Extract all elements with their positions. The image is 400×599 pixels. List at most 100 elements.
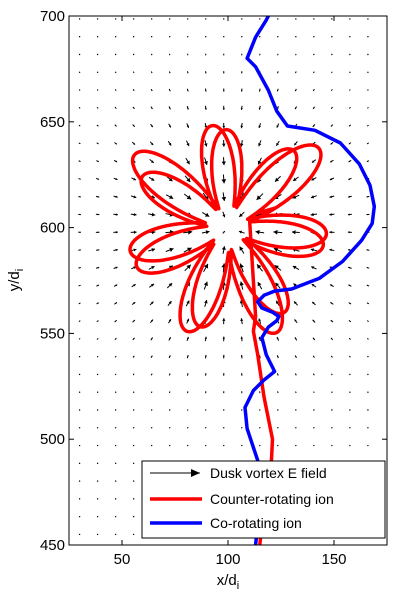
field-arrow [223,71,225,74]
field-arrow [366,124,369,127]
field-arrow [96,320,99,323]
legend-arrow-head [191,469,200,477]
field-arrow [330,319,334,323]
field-arrow [114,18,117,20]
field-arrow [239,281,244,290]
field-arrow [148,265,155,270]
legend-label-counter-rotating: Counter-rotating ion [210,491,334,507]
field-arrow [223,373,225,376]
field-arrow [295,53,297,56]
y-tick-label: 450 [40,537,65,554]
field-arrow [114,391,117,393]
field-arrow [96,409,99,411]
field-arrow [241,409,243,411]
field-arrow [313,409,315,411]
field-arrow [259,444,261,447]
field-arrow [150,337,154,341]
x-tick-label: 150 [321,551,346,568]
field-arrow [132,427,135,429]
field-arrow [113,284,118,287]
field-arrow [131,141,136,145]
field-arrow [132,515,135,518]
field-arrow [313,53,315,56]
field-arrow [78,409,81,411]
field-arrow [96,302,99,305]
field-arrow [114,71,117,73]
field-arrow [223,53,225,56]
field-arrow [240,105,243,110]
legend-item-co-rotating: Co-rotating ion [150,515,302,531]
field-arrow [366,249,370,251]
field-arrow [186,373,189,376]
field-arrow [132,89,135,92]
field-arrow [150,18,153,20]
field-arrow [78,355,81,358]
field-arrow [203,157,208,165]
field-arrow [150,123,154,128]
field-arrow [96,462,99,465]
field-arrow [150,71,153,74]
field-arrow [313,427,315,429]
x-tick-label: 50 [114,551,131,568]
field-arrow [367,18,369,20]
field-arrow [313,391,315,394]
field-arrow [204,105,207,110]
x-tick-label: 100 [215,551,240,568]
field-arrow [349,355,351,358]
field-arrow [205,36,207,38]
field-arrow [168,355,171,359]
field-arrow [329,248,335,252]
field-arrow [291,230,300,235]
field-arrow [223,36,225,38]
field-arrow [114,124,117,127]
field-arrow [78,195,81,198]
field-arrow [348,159,352,163]
field-arrow [348,266,352,269]
field-arrow [165,247,174,252]
field-arrow [294,88,297,92]
field-arrow [114,409,117,411]
field-arrow [114,480,117,482]
field-arrow [239,140,244,147]
field-arrow [367,89,369,91]
field-arrow [96,36,99,38]
field-arrow [114,302,118,305]
field-arrow [329,159,334,163]
field-arrow [205,53,207,56]
field-arrow [78,36,81,38]
field-arrow [223,427,225,429]
field-arrow [258,336,261,342]
field-arrow [183,247,192,253]
field-arrow [113,195,118,198]
field-arrow [312,355,315,358]
field-arrow [367,444,369,447]
field-arrow [168,71,171,74]
field-arrow [312,373,315,376]
field-arrow [259,18,261,20]
series-line-counter-rotating-ion [128,123,329,545]
field-arrow [293,301,298,306]
field-arrow [132,391,135,393]
field-arrow [310,212,318,217]
field-arrow [259,409,261,411]
field-arrow [294,337,298,341]
field-arrow [150,391,153,394]
field-arrow [78,89,81,91]
field-arrow [347,231,352,234]
field-arrow [168,337,172,341]
field-arrow [259,391,261,394]
field-arrow [276,373,279,376]
field-arrow [78,480,81,482]
field-arrow [150,409,153,411]
field-arrow [113,266,118,269]
field-arrow [275,282,281,289]
field-arrow [96,18,99,20]
field-arrow [185,157,191,165]
field-arrow [95,213,100,216]
field-arrow [347,195,352,198]
field-arrow [132,36,135,38]
field-arrow [168,391,171,394]
field-arrow [222,336,226,342]
field-arrow [149,283,155,288]
